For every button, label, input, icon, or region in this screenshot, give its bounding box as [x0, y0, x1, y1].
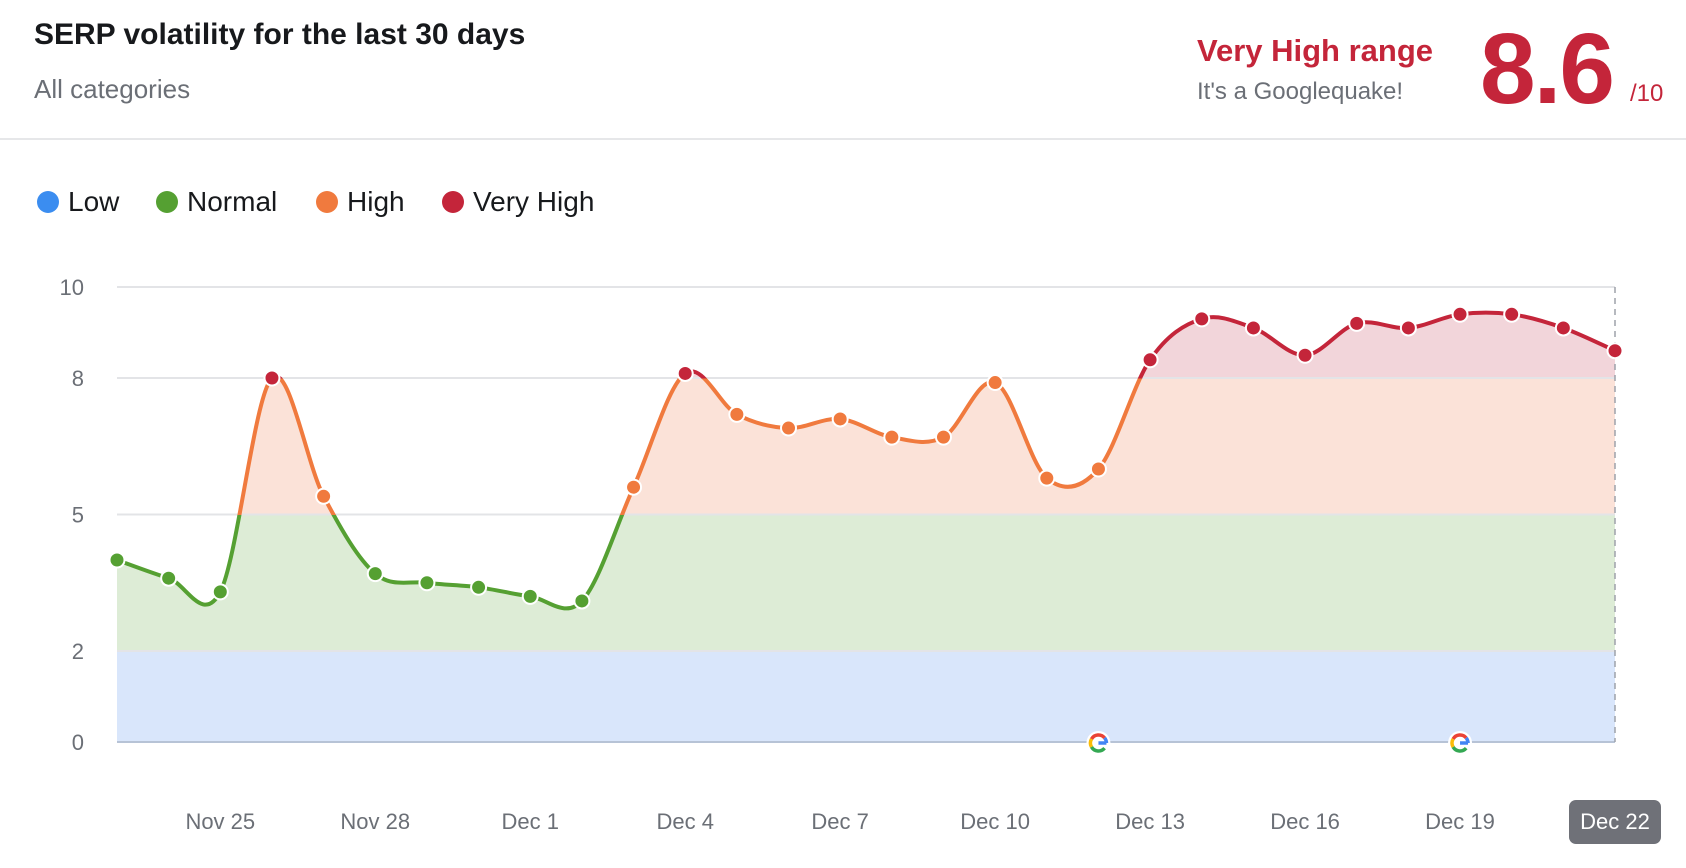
legend-dot-normal [156, 191, 178, 213]
legend-item-low[interactable]: Low [37, 186, 119, 218]
legend-label: Very High [473, 186, 595, 217]
google-update-icon[interactable] [1448, 731, 1473, 755]
data-point-dec-15[interactable] [1244, 319, 1262, 337]
volatility-score: 8.6 [1480, 13, 1615, 125]
data-point-dec-2[interactable] [573, 592, 591, 610]
category-label: All categories [34, 74, 191, 104]
data-point-nov-25[interactable] [211, 583, 229, 601]
score-max: /10 [1630, 80, 1664, 107]
x-tick-label: Dec 13 [1115, 809, 1185, 834]
y-tick-label: 10 [60, 275, 84, 300]
data-point-dec-6[interactable] [780, 419, 798, 437]
x-tick-label: Dec 16 [1270, 809, 1340, 834]
data-point-nov-29[interactable] [418, 574, 436, 592]
range-tagline: It's a Googlequake! [1197, 78, 1404, 105]
x-tick-highlight [1569, 800, 1661, 844]
google-update-icon[interactable] [1086, 731, 1111, 755]
x-tick-label: Dec 19 [1425, 809, 1495, 834]
legend-dot-low [37, 191, 59, 213]
data-point-dec-9[interactable] [934, 428, 952, 446]
x-tick-label: Dec 7 [811, 809, 868, 834]
data-point-nov-24[interactable] [160, 569, 178, 587]
x-tick-label: Dec 10 [960, 809, 1030, 834]
data-point-dec-17[interactable] [1348, 314, 1366, 332]
x-tick-label: Nov 28 [340, 809, 410, 834]
data-point-dec-19[interactable] [1451, 305, 1469, 323]
data-point-nov-26[interactable] [263, 369, 281, 387]
data-point-dec-5[interactable] [728, 405, 746, 423]
data-point-dec-8[interactable] [883, 428, 901, 446]
data-point-nov-30[interactable] [470, 578, 488, 596]
data-point-dec-13[interactable] [1141, 351, 1159, 369]
data-point-dec-7[interactable] [831, 410, 849, 428]
data-point-dec-21[interactable] [1554, 319, 1572, 337]
data-point-dec-3[interactable] [625, 478, 643, 496]
data-point-dec-1[interactable] [521, 587, 539, 605]
y-tick-label: 0 [72, 730, 84, 755]
legend-label: Normal [187, 186, 278, 217]
data-point-dec-11[interactable] [1038, 469, 1056, 487]
x-tick-label: Dec 22 [1580, 809, 1650, 834]
data-point-dec-14[interactable] [1193, 310, 1211, 328]
legend-item-high[interactable]: High [316, 186, 405, 218]
legend-item-normal[interactable]: Normal [156, 186, 277, 218]
data-point-dec-4[interactable] [676, 364, 694, 382]
x-tick-label: Dec 1 [501, 809, 558, 834]
x-tick-label: Nov 25 [185, 809, 255, 834]
legend-item-very-high[interactable]: Very High [442, 186, 594, 218]
data-point-dec-22[interactable] [1606, 342, 1624, 360]
volatility-line-very-high [269, 310, 1616, 379]
band-fill-low [117, 651, 1615, 742]
data-point-dec-18[interactable] [1399, 319, 1417, 337]
data-point-nov-23[interactable] [108, 551, 126, 569]
legend-label: Low [68, 186, 120, 217]
data-point-nov-27[interactable] [315, 487, 333, 505]
y-tick-label: 2 [72, 639, 84, 664]
legend-label: High [347, 186, 405, 217]
data-point-dec-16[interactable] [1296, 346, 1314, 364]
divider [0, 138, 1686, 140]
band-fill-normal [117, 514, 1615, 652]
band-fill-high [239, 378, 1615, 515]
band-fill-very-high [271, 312, 1615, 379]
data-point-dec-10[interactable] [986, 374, 1004, 392]
legend-dot-high [316, 191, 338, 213]
data-point-nov-28[interactable] [366, 565, 384, 583]
legend-dot-very-high [442, 191, 464, 213]
range-label: Very High range [1197, 33, 1434, 68]
y-tick-label: 8 [72, 366, 84, 391]
chart-title: SERP volatility for the last 30 days [34, 18, 526, 51]
data-point-dec-20[interactable] [1503, 305, 1521, 323]
x-tick-label: Dec 4 [656, 809, 713, 834]
y-tick-label: 5 [72, 503, 84, 528]
data-point-dec-12[interactable] [1089, 460, 1107, 478]
